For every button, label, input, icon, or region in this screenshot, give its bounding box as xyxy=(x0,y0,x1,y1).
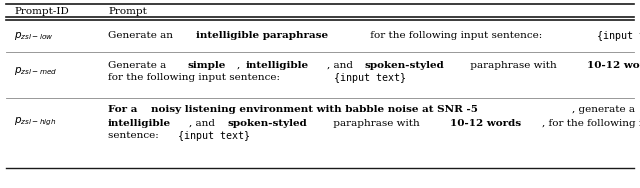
Text: paraphrase with: paraphrase with xyxy=(330,118,423,127)
Text: Generate an: Generate an xyxy=(108,32,176,40)
Text: {input text}: {input text} xyxy=(597,31,640,41)
Text: for the following input sentence:: for the following input sentence: xyxy=(367,32,545,40)
Text: $p_{zsl-med}$: $p_{zsl-med}$ xyxy=(14,65,58,77)
Text: For a: For a xyxy=(108,105,141,114)
Text: $p_{zsl-low}$: $p_{zsl-low}$ xyxy=(14,30,54,42)
Text: {input text}: {input text} xyxy=(178,131,250,141)
Text: paraphrase with: paraphrase with xyxy=(467,61,561,70)
Text: 10-12 words: 10-12 words xyxy=(588,61,640,70)
Text: Generate a: Generate a xyxy=(108,61,170,70)
Text: simple: simple xyxy=(188,61,226,70)
Text: intelligible paraphrase: intelligible paraphrase xyxy=(196,32,328,40)
Text: spoken-styled: spoken-styled xyxy=(227,118,307,127)
Text: noisy listening environment with babble noise at SNR -5: noisy listening environment with babble … xyxy=(150,105,477,114)
Text: for the following input sentence:: for the following input sentence: xyxy=(108,74,284,83)
Text: , generate a: , generate a xyxy=(572,105,639,114)
Text: ,: , xyxy=(237,61,243,70)
Text: $p_{zsl-high}$: $p_{zsl-high}$ xyxy=(14,116,56,128)
Text: Prompt: Prompt xyxy=(108,7,147,15)
Text: sentence:: sentence: xyxy=(108,131,162,140)
Text: spoken-styled: spoken-styled xyxy=(364,61,444,70)
Text: 10-12 words: 10-12 words xyxy=(450,118,521,127)
Text: Prompt-ID: Prompt-ID xyxy=(14,7,68,15)
Text: , for the following input: , for the following input xyxy=(542,118,640,127)
Text: {input text}: {input text} xyxy=(334,73,406,83)
Text: , and: , and xyxy=(326,61,356,70)
Text: , and: , and xyxy=(189,118,219,127)
Text: intelligible: intelligible xyxy=(245,61,308,70)
Text: intelligible: intelligible xyxy=(108,118,171,127)
